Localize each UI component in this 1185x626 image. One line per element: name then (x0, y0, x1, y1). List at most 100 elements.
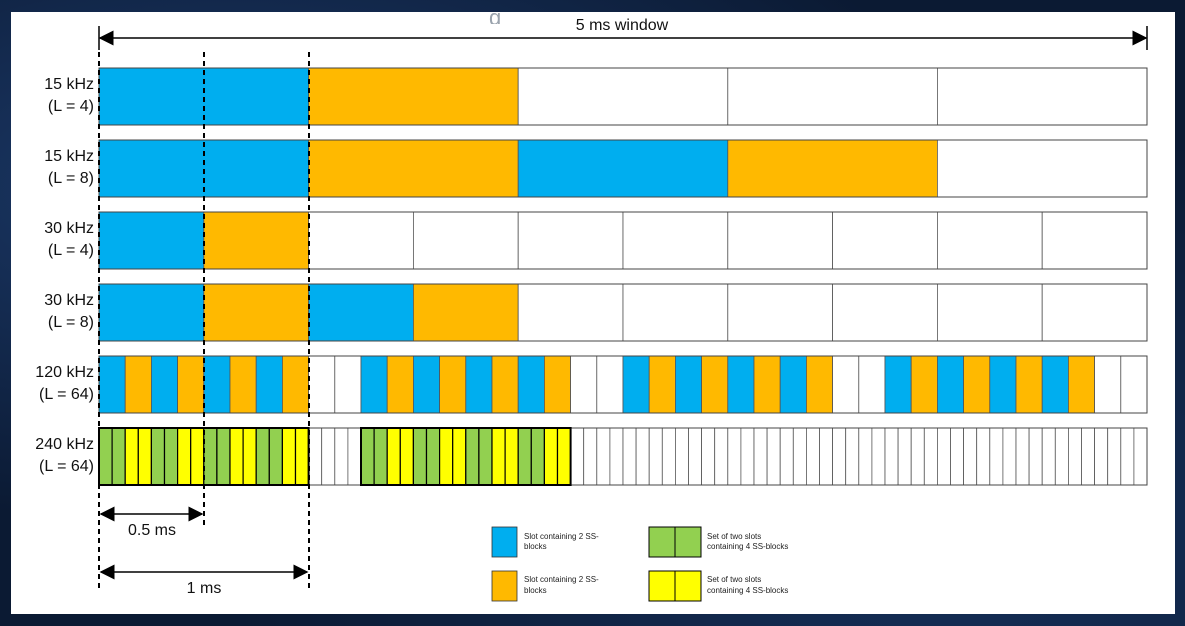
legend-yellow-line1: Set of two slots (707, 575, 761, 584)
row-label-5-l: (L = 64) (39, 458, 94, 475)
slot-cell-blue (360, 355, 388, 414)
slot-cell-white (609, 427, 624, 486)
row-outline (98, 283, 1148, 342)
slot-cell-white (1094, 355, 1122, 414)
slot-cell-orange (412, 283, 519, 342)
legend-orange-line2: blocks (524, 586, 547, 595)
slot-cell-white (937, 211, 1043, 270)
slot-cell-orange (727, 139, 938, 198)
slot-cell-yellow (491, 427, 506, 486)
slot-cell-blue (203, 355, 231, 414)
slot-cell-white (819, 427, 834, 486)
rows-group (98, 67, 1148, 486)
legend-swatch-blue (491, 526, 518, 558)
slot-cell-white (937, 139, 1148, 198)
slot-cell-white (675, 427, 689, 486)
row-label-5-freq: 240 kHz (35, 436, 94, 453)
slot-cell-yellow (556, 427, 572, 486)
slot-cell-yellow (399, 427, 414, 486)
slot-cell-blue (98, 355, 126, 414)
slot-cell-blue (517, 355, 545, 414)
slot-cell-white (1081, 427, 1096, 486)
slot-cell-white (858, 427, 873, 486)
slot-cell-white (897, 427, 912, 486)
row-outline (98, 355, 1148, 414)
slot-cell-white (622, 427, 637, 486)
slot-cell-white (923, 427, 938, 486)
slot-cell-blue (779, 355, 807, 414)
slot-cell-white (937, 283, 1043, 342)
slot-cell-white (832, 427, 847, 486)
slot-cell-yellow (229, 427, 244, 486)
slot-cell-white (937, 67, 1148, 126)
slot-cell-yellow (124, 427, 139, 486)
slot-cell-orange (203, 283, 310, 342)
slot-cell-yellow (386, 427, 401, 486)
slot-cell-white (1041, 283, 1148, 342)
slot-cell-yellow (452, 427, 467, 486)
slot-cell-orange (439, 355, 467, 414)
slot-cell-green (412, 427, 428, 486)
slot-cell-white (622, 211, 729, 270)
slot-cell-blue (517, 139, 729, 198)
slot-cell-white (937, 427, 951, 486)
slot-cell-orange (806, 355, 834, 414)
one-ms-label: 1 ms (187, 580, 222, 597)
slot-cell-green (478, 427, 493, 486)
row-outline (98, 139, 1148, 198)
half-ms-label: 0.5 ms (128, 522, 176, 539)
slot-cell-white (1028, 427, 1043, 486)
row-label-3: 30 kHz (L = 8) (4, 290, 94, 334)
slot-cell-white (806, 427, 820, 486)
slot-cell-white (648, 427, 663, 486)
slot-cell-green (150, 427, 166, 486)
slot-cell-white (976, 427, 991, 486)
burst-group-outline (360, 427, 572, 486)
row-label-1-freq: 15 kHz (44, 148, 94, 165)
slot-cell-white (517, 283, 624, 342)
slot-cell-white (517, 67, 729, 126)
slot-cell-white (596, 355, 624, 414)
slot-cell-white (308, 211, 414, 270)
slot-cell-green (373, 427, 388, 486)
row-label-0-l: (L = 4) (47, 98, 94, 115)
slot-cell-white (334, 427, 349, 486)
slot-cell-blue (989, 355, 1017, 414)
slot-cell-green (465, 427, 480, 486)
slot-cell-green (517, 427, 532, 486)
slot-cell-white (792, 427, 807, 486)
slot-cell-blue (937, 355, 965, 414)
slot-cell-white (635, 427, 650, 486)
row-outline (98, 67, 1148, 126)
slot-cell-white (989, 427, 1004, 486)
slot-cell-blue (255, 355, 283, 414)
slot-cell-blue (412, 355, 440, 414)
slot-cell-blue (308, 283, 414, 342)
slot-cell-green (255, 427, 270, 486)
legend: Slot containing 2 SS- blocks Slot contai… (491, 526, 788, 602)
row-label-4: 120 kHz (L = 64) (4, 362, 94, 406)
slot-cell-green (530, 427, 545, 486)
slot-cell-white (714, 427, 729, 486)
slot-cell-yellow (137, 427, 153, 486)
slot-cell-blue (622, 355, 650, 414)
slot-cell-orange (124, 355, 152, 414)
slot-cell-orange (203, 211, 310, 270)
slot-cell-white (688, 427, 703, 486)
slot-cell-white (779, 427, 794, 486)
legend-swatch-green-b (674, 526, 702, 558)
slot-cell-white (308, 355, 336, 414)
slot-cell-green (203, 427, 218, 486)
slot-cell-white (622, 283, 729, 342)
slot-cell-white (1002, 427, 1017, 486)
slot-cell-white (334, 355, 362, 414)
slot-cell-green (360, 427, 375, 486)
legend-yellow-line2: containing 4 SS-blocks (707, 586, 788, 595)
slot-cell-white (517, 211, 624, 270)
slot-cell-white (727, 211, 833, 270)
slot-cell-yellow (294, 427, 310, 486)
slot-cell-white (308, 427, 323, 486)
legend-swatch-yellow-a (648, 570, 676, 602)
slot-cell-orange (308, 139, 519, 198)
slot-cell-white (1068, 427, 1082, 486)
